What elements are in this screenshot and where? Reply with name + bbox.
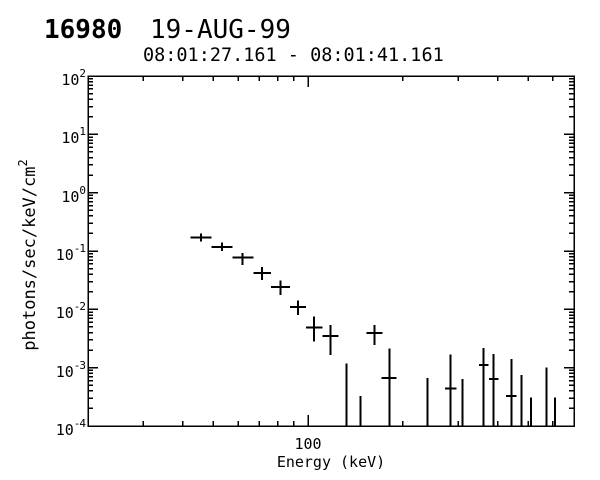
- y-tick-label: 101: [61, 125, 86, 148]
- axis-ticks: [88, 75, 574, 427]
- time-range-subtitle: 08:01:27.161 - 08:01:41.161: [143, 45, 444, 66]
- y-axis-label-exponent: 2: [16, 159, 31, 167]
- y-tick-label: 102: [61, 67, 86, 89]
- y-axis-label-text: photons/sec/keV/cm: [19, 166, 40, 351]
- burst-id: 16980: [44, 15, 123, 45]
- y-tick-label: 100: [61, 183, 86, 206]
- data-series: [190, 233, 556, 426]
- y-tick-label: 10-3: [55, 358, 86, 381]
- y-tick-label: 10-2: [55, 300, 86, 323]
- y-tick-label: 10-1: [55, 242, 86, 264]
- y-tick-label: 10-4: [55, 417, 86, 439]
- y-axis-label: photons/sec/keV/cm2: [14, 159, 40, 350]
- plot-frame: [87, 75, 575, 427]
- x-axis-label: Energy (keV): [276, 453, 386, 471]
- burst-date: 19-AUG-99: [150, 15, 291, 45]
- x-tick-label: 100: [294, 435, 322, 453]
